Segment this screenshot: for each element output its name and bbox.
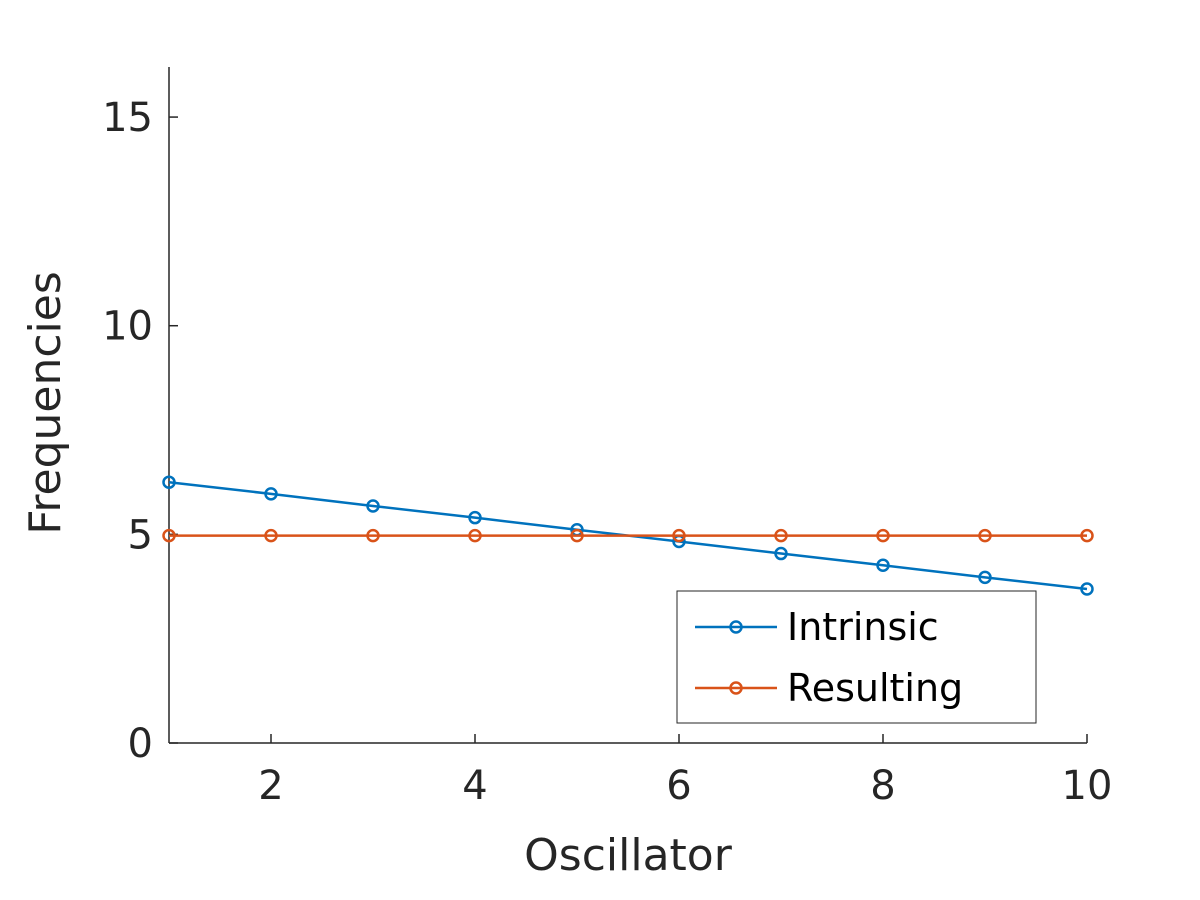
- data-point-resulting: [672, 528, 686, 543]
- data-point-resulting: [978, 528, 992, 543]
- data-point-intrinsic: [774, 546, 788, 561]
- data-point-resulting: [366, 528, 380, 543]
- y-axis-label: Frequencies: [20, 271, 71, 534]
- legend-label-resulting: Resulting: [787, 666, 963, 710]
- data-point-intrinsic: [264, 487, 278, 501]
- y-tick-label: 5: [128, 512, 153, 558]
- x-axis-label: Oscillator: [524, 830, 733, 881]
- axes: [168, 67, 1087, 744]
- data-point-resulting: [468, 528, 482, 543]
- data-point-resulting: [876, 528, 890, 543]
- data-point-resulting: [264, 528, 278, 543]
- x-tick-label: 8: [870, 763, 895, 809]
- x-tick-label: 10: [1062, 763, 1113, 809]
- data-point-intrinsic: [366, 499, 380, 513]
- x-tick-label: 6: [666, 763, 691, 809]
- data-point-intrinsic: [162, 475, 176, 489]
- data-point-intrinsic: [876, 558, 890, 572]
- y-tick-label: 10: [102, 304, 153, 350]
- data-point-resulting: [1080, 528, 1094, 543]
- legend-marker-intrinsic: [729, 620, 743, 634]
- series-group: [162, 475, 1094, 596]
- data-point-resulting: [570, 528, 584, 543]
- data-point-resulting: [162, 528, 176, 543]
- data-point-intrinsic: [978, 570, 992, 585]
- data-point-resulting: [774, 528, 788, 543]
- data-point-intrinsic: [1080, 582, 1094, 596]
- x-tick-label: 4: [462, 763, 487, 809]
- legend-label-intrinsic: Intrinsic: [787, 605, 939, 649]
- y-axis-ticks: 0 5 10 15: [102, 95, 178, 767]
- legend-marker-resulting: [729, 681, 743, 695]
- x-tick-label: 2: [258, 763, 283, 809]
- x-axis-ticks: 2 4 6 8 10: [258, 734, 1112, 809]
- legend-box: [676, 590, 1037, 724]
- data-point-intrinsic: [468, 510, 482, 525]
- y-tick-label: 0: [128, 721, 153, 767]
- y-tick-label: 15: [102, 95, 153, 141]
- legend: Intrinsic Resulting: [676, 590, 1037, 724]
